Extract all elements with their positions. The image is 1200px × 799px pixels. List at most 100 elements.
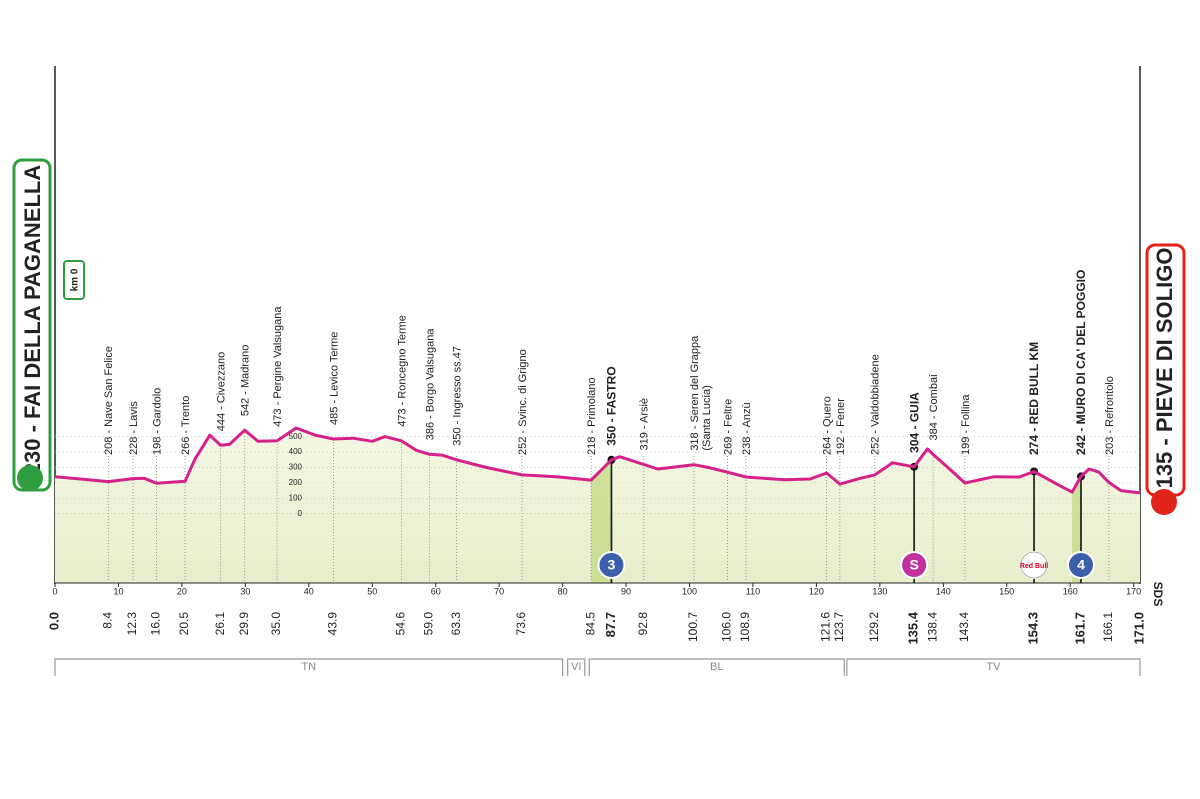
finish-box: 135 - PIEVE DI SOLIGO: [1145, 243, 1186, 515]
km-label: 106.0: [720, 612, 734, 642]
x-tick-label: 110: [746, 586, 760, 596]
waypoint-label: 208 - Nave San Felice: [103, 346, 115, 455]
km-label: 166.1: [1101, 612, 1115, 642]
waypoint-label: 444 - Civezzano: [216, 352, 228, 432]
km-label: 123.7: [832, 612, 846, 642]
finish-label: 135 - PIEVE DI SOLIGO: [1152, 248, 1177, 489]
km-label: 138.4: [925, 612, 939, 642]
waypoint-label: 218 - Primolano: [586, 377, 598, 455]
x-tick-label: 140: [936, 586, 951, 596]
km-label: 26.1: [213, 612, 227, 636]
km-label: 63.3: [449, 612, 463, 636]
waypoint-label: 304 - GUIA: [907, 392, 921, 453]
region-label: BL: [710, 661, 723, 673]
waypoint-label: 473 - Roncegno Terme: [396, 315, 408, 427]
waypoint-label: 485 - Levico Terme: [328, 332, 340, 425]
km-label: 12.3: [125, 612, 139, 636]
y-tick-label: 0: [298, 509, 303, 518]
waypoint-label: 252 - Svinc. di Grigno: [517, 349, 529, 455]
region-bracket: [567, 658, 586, 676]
waypoint-sublabel: (Santa Lucia): [701, 385, 713, 450]
badge-label: Red Bull: [1020, 563, 1048, 570]
km-label: 59.0: [422, 612, 436, 636]
waypoint-label: 264 - Quero: [821, 396, 833, 455]
waypoint-label: 199 - Follina: [960, 394, 972, 455]
km-label: 100.7: [686, 612, 700, 642]
km-label: 16.0: [149, 612, 163, 636]
x-tick-label: 90: [621, 586, 631, 596]
start-box: 230 - FAI DELLA PAGANELLA: [12, 158, 52, 492]
region-bracket: [846, 658, 1141, 676]
finish-icon: [1151, 489, 1177, 515]
climb-badge: [597, 551, 626, 579]
x-tick-label: 80: [558, 586, 568, 596]
waypoint-label: 384 - Combai: [928, 374, 940, 440]
region-bracket: [54, 658, 564, 676]
km-label: 108.9: [738, 612, 752, 642]
start-label: 230 - FAI DELLA PAGANELLA: [20, 165, 45, 476]
waypoint-label: 203 - Refrontolo: [1104, 376, 1116, 455]
waypoint-label: 542 - Madrano: [240, 345, 252, 417]
km-label: 135.4: [906, 611, 921, 644]
climb-badge: [1066, 551, 1095, 579]
x-tick-label: 170: [1126, 586, 1141, 596]
km-label: 73.6: [514, 612, 528, 636]
x-tick-label: 40: [304, 586, 314, 596]
km-label: 92.8: [636, 612, 650, 636]
km-label: 87.7: [603, 612, 618, 637]
y-tick-label: 300: [289, 463, 303, 472]
waypoint-label: 318 - Seren del Grappa: [689, 335, 701, 451]
climb-badge: [900, 551, 929, 579]
region-bracket: [588, 658, 845, 676]
km-label: 43.9: [326, 612, 340, 636]
region-label: TN: [301, 661, 316, 673]
km-label: 161.7: [1072, 612, 1087, 645]
km-label: 154.3: [1025, 612, 1040, 645]
waypoint-label: 473 - Pergine Valsugana: [272, 306, 284, 427]
km-label: 29.9: [237, 612, 251, 636]
km-label: 129.2: [867, 612, 881, 642]
y-tick-label: 200: [289, 478, 303, 487]
waypoint-label: 386 - Borgo Valsugana: [424, 328, 436, 441]
region-label: TV: [986, 661, 1001, 673]
waypoint-label: 274 - RED BULL KM: [1027, 342, 1041, 455]
km-label: 84.5: [583, 612, 597, 636]
y-tick-label: 500: [289, 432, 303, 441]
region-label: VI: [571, 661, 581, 673]
km0-frame: [63, 260, 85, 300]
x-tick-label: 70: [494, 586, 504, 596]
waypoint-label: 242 - MURO DI CA' DEL POGGIO: [1074, 270, 1088, 455]
waypoint-label: 350 - FASTRO: [605, 366, 619, 445]
y-tick-label: 100: [289, 493, 303, 502]
start-icon: [17, 465, 43, 491]
waypoint-label: 238 - Anzù: [741, 402, 753, 455]
waypoint-label: 252 - Valdobbiadene: [870, 354, 882, 455]
waypoint-label: 350 - Ingresso ss.47: [452, 346, 464, 446]
waypoint-label: 192 - Fener: [835, 398, 847, 455]
x-tick-label: 150: [999, 586, 1014, 596]
km-label: 8.4: [100, 612, 114, 629]
km-label: 143.4: [957, 612, 971, 642]
x-tick-label: 50: [367, 586, 377, 596]
km-label: 35.0: [269, 612, 283, 636]
logo: SDS: [1151, 582, 1165, 607]
badge-label: 3: [608, 557, 616, 573]
waypoint-label: 228 - Lavis: [128, 401, 140, 455]
x-tick-label: 0: [52, 586, 57, 596]
x-tick-label: 160: [1063, 586, 1078, 596]
waypoint-label: 266 - Trento: [180, 396, 192, 455]
badge-label: 4: [1077, 557, 1085, 573]
x-tick-label: 20: [177, 586, 187, 596]
x-tick-label: 30: [240, 586, 250, 596]
waypoint-label: 319 - Arsiè: [639, 398, 651, 451]
km-label: 121.6: [819, 612, 833, 642]
x-tick-label: 60: [431, 586, 441, 596]
km-label: 54.6: [394, 612, 408, 636]
x-tick-label: 10: [113, 586, 123, 596]
km-label: 20.5: [177, 612, 191, 636]
waypoint-label: 269 - Feltre: [722, 399, 734, 455]
x-tick-label: 130: [872, 586, 887, 596]
km-label: 0.0: [46, 612, 61, 630]
waypoint-label: 198 - Gardolo: [151, 388, 163, 455]
